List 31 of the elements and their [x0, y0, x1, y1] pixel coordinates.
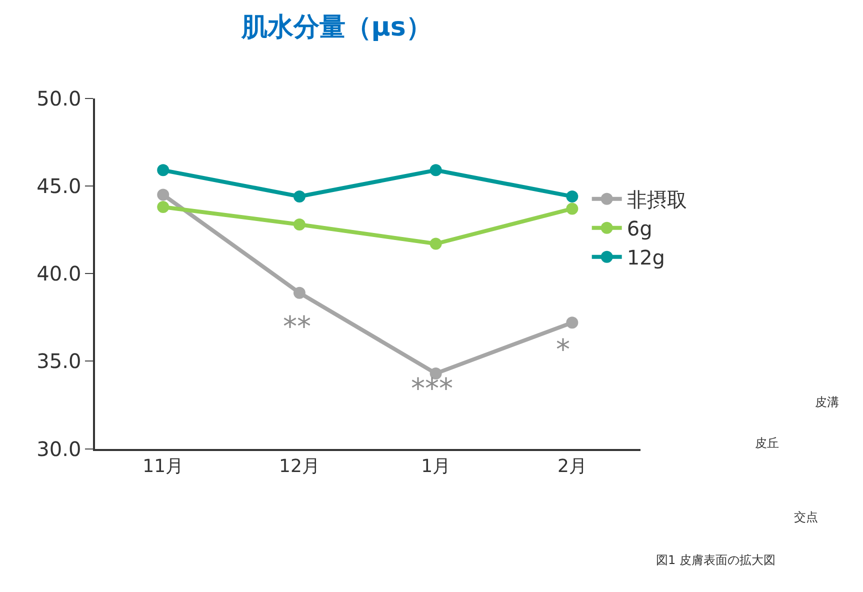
- point: [157, 200, 170, 213]
- y-tick-label: 40.0: [36, 262, 82, 286]
- point: [157, 164, 170, 176]
- chart-title: 肌水分量（μs）: [240, 12, 432, 43]
- x-tick-label: 11月: [142, 456, 184, 478]
- x-tick-label: 2月: [557, 456, 587, 478]
- point: [566, 190, 578, 202]
- point: [430, 238, 442, 250]
- y-tick-label: 50.0: [36, 86, 82, 110]
- point: [293, 286, 306, 299]
- y-tick-label: 35.0: [36, 349, 82, 374]
- annotation: *: [556, 333, 570, 366]
- point: [566, 202, 578, 215]
- text: 皮丘: [755, 436, 779, 450]
- annotation: **: [283, 310, 311, 343]
- x-tick-label: 1月: [421, 456, 451, 478]
- text: 皮溝: [815, 395, 839, 409]
- legend-label: 6g: [626, 216, 652, 241]
- annotation: ***: [411, 372, 453, 405]
- legend-label: 12g: [626, 246, 665, 270]
- y-tick-label: 30.0: [36, 436, 82, 461]
- point: [430, 164, 442, 176]
- text: 交点: [794, 510, 818, 524]
- y-tick-label: 45.0: [36, 174, 82, 198]
- point: [566, 316, 578, 329]
- point: [157, 188, 170, 201]
- x-tick-label: 12月: [279, 456, 320, 478]
- point: [293, 218, 306, 230]
- legend-label: 非摂取: [626, 188, 687, 212]
- caption: 図1 皮膚表面の拡大図: [656, 553, 776, 567]
- point: [293, 190, 306, 202]
